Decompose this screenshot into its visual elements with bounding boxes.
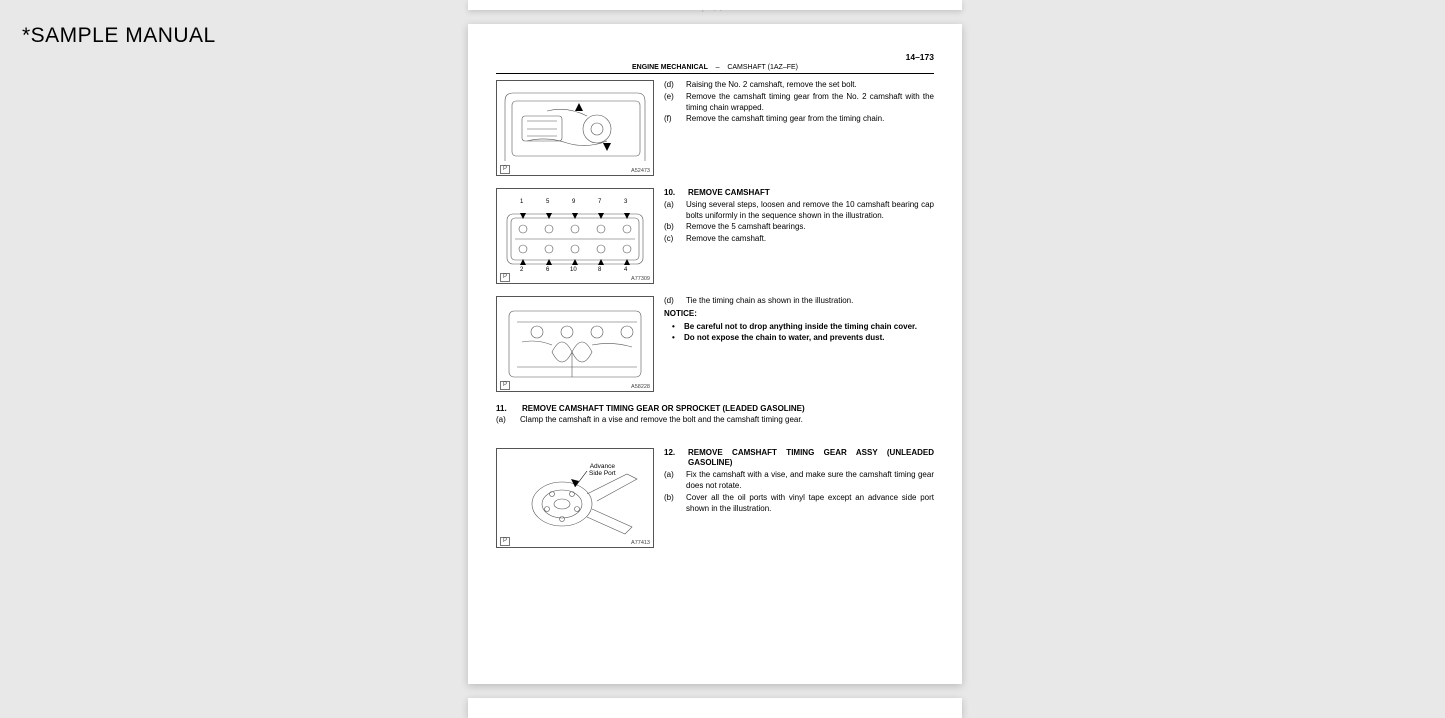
step-12-num: 12.	[664, 448, 682, 470]
bullet-2-text: Do not expose the chain to water, and pr…	[684, 333, 934, 344]
bullet-1-text: Be careful not to drop anything inside t…	[684, 322, 934, 333]
figure-1: P A52473	[496, 80, 654, 176]
advance-port-label: Advance Side Port	[589, 463, 616, 477]
section-2: 1 5 9 7 3 2 6 10 8 4 P A77309 10. REMOVE…	[496, 188, 934, 284]
page-number: 14–173	[496, 52, 934, 62]
step-12b-text: Cover all the oil ports with vinyl tape …	[686, 493, 934, 515]
engine-diagram-1	[497, 81, 653, 175]
bullet-1: • Be careful not to drop anything inside…	[664, 322, 934, 333]
step-10-num: 10.	[664, 188, 682, 199]
bullet-2: • Do not expose the chain to water, and …	[664, 333, 934, 344]
step-10c-letter: (c)	[664, 234, 680, 245]
header-section: ENGINE MECHANICAL	[632, 64, 708, 71]
step-11-title: 11. REMOVE CAMSHAFT TIMING GEAR OR SPROC…	[496, 404, 934, 415]
step-11a-letter: (a)	[496, 415, 514, 426]
section-1-content: (d) Raising the No. 2 camshaft, remove t…	[664, 80, 934, 176]
section-3: P A58228 (d) Tie the timing chain as sho…	[496, 296, 934, 392]
step-1f: (f) Remove the camshaft timing gear from…	[664, 114, 934, 125]
figure-2-p: P	[500, 273, 510, 282]
step-1f-text: Remove the camshaft timing gear from the…	[686, 114, 934, 125]
section-3-content: (d) Tie the timing chain as shown in the…	[664, 296, 934, 392]
figure-1-code: A52473	[631, 168, 650, 174]
step-1d-text: Raising the No. 2 camshaft, remove the s…	[686, 80, 934, 91]
figure-3-code: A58228	[631, 384, 650, 390]
step-10b-letter: (b)	[664, 222, 680, 233]
step-12-title-text: REMOVE CAMSHAFT TIMING GEAR ASSY (UNLEAD…	[688, 448, 934, 470]
step-1e-text: Remove the camshaft timing gear from the…	[686, 92, 934, 114]
seq-b4: 8	[598, 267, 601, 273]
seq-t3: 9	[572, 199, 575, 205]
section-4: 11. REMOVE CAMSHAFT TIMING GEAR OR SPROC…	[496, 404, 934, 426]
step-10-title: 10. REMOVE CAMSHAFT	[664, 188, 934, 199]
seq-b3: 10	[570, 267, 577, 273]
figure-5: Advance Side Port P A77413	[496, 448, 654, 548]
seq-b5: 4	[624, 267, 627, 273]
step-10b-text: Remove the 5 camshaft bearings.	[686, 222, 934, 233]
step-10b: (b) Remove the 5 camshaft bearings.	[664, 222, 934, 233]
figure-3-p: P	[500, 381, 510, 390]
section-1: P A52473 (d) Raising the No. 2 camshaft,…	[496, 80, 934, 176]
step-12a: (a) Fix the camshaft with a vise, and ma…	[664, 470, 934, 492]
seq-t5: 3	[624, 199, 627, 205]
section-2-content: 10. REMOVE CAMSHAFT (a) Using several st…	[664, 188, 934, 284]
step-3d-text: Tie the timing chain as shown in the ill…	[686, 296, 934, 307]
step-12b: (b) Cover all the oil ports with vinyl t…	[664, 493, 934, 515]
prev-page-sliver	[468, 0, 962, 10]
next-page-sliver	[468, 698, 962, 718]
manual-page: 14–173 ENGINE MECHANICAL – CAMSHAFT (1AZ…	[468, 24, 962, 684]
step-1d-letter: (d)	[664, 80, 680, 91]
step-10c: (c) Remove the camshaft.	[664, 234, 934, 245]
seq-t4: 7	[598, 199, 601, 205]
section-5-content: 12. REMOVE CAMSHAFT TIMING GEAR ASSY (UN…	[664, 448, 934, 548]
header-dash: –	[716, 64, 720, 71]
step-12a-letter: (a)	[664, 470, 680, 492]
step-10a-text: Using several steps, loosen and remove t…	[686, 200, 934, 222]
seq-b2: 6	[546, 267, 549, 273]
step-10a: (a) Using several steps, loosen and remo…	[664, 200, 934, 222]
step-1e: (e) Remove the camshaft timing gear from…	[664, 92, 934, 114]
figure-5-code: A77413	[631, 540, 650, 546]
sample-manual-label: *SAMPLE MANUAL	[22, 24, 216, 48]
step-3d: (d) Tie the timing chain as shown in the…	[664, 296, 934, 307]
step-11a: (a) Clamp the camshaft in a vise and rem…	[496, 415, 934, 426]
notice-label: NOTICE:	[664, 309, 934, 320]
figure-1-p: P	[500, 165, 510, 174]
step-1e-letter: (e)	[664, 92, 680, 114]
step-1f-letter: (f)	[664, 114, 680, 125]
header-sub: CAMSHAFT (1AZ–FE)	[727, 64, 798, 71]
timing-chain-diagram	[497, 297, 653, 391]
figure-3: P A58228	[496, 296, 654, 392]
seq-b1: 2	[520, 267, 523, 273]
step-12-title: 12. REMOVE CAMSHAFT TIMING GEAR ASSY (UN…	[664, 448, 934, 470]
step-10a-letter: (a)	[664, 200, 680, 222]
step-1d: (d) Raising the No. 2 camshaft, remove t…	[664, 80, 934, 91]
seq-t1: 1	[520, 199, 523, 205]
step-3d-letter: (d)	[664, 296, 680, 307]
step-10c-text: Remove the camshaft.	[686, 234, 934, 245]
step-11-num: 11.	[496, 404, 516, 415]
section-5: Advance Side Port P A77413 12. REMOVE CA…	[496, 448, 934, 548]
seq-t2: 5	[546, 199, 549, 205]
bullet-2-dot: •	[672, 333, 678, 344]
bullet-1-dot: •	[672, 322, 678, 333]
timing-gear-assy-diagram	[497, 449, 653, 547]
figure-2: 1 5 9 7 3 2 6 10 8 4 P A77309	[496, 188, 654, 284]
page-header: ENGINE MECHANICAL – CAMSHAFT (1AZ–FE)	[496, 64, 934, 74]
step-11-title-text: REMOVE CAMSHAFT TIMING GEAR OR SPROCKET …	[522, 404, 805, 415]
step-12b-letter: (b)	[664, 493, 680, 515]
step-11a-text: Clamp the camshaft in a vise and remove …	[520, 415, 803, 426]
figure-5-p: P	[500, 537, 510, 546]
step-10-title-text: REMOVE CAMSHAFT	[688, 188, 770, 199]
figure-2-code: A77309	[631, 276, 650, 282]
step-12a-text: Fix the camshaft with a vise, and make s…	[686, 470, 934, 492]
